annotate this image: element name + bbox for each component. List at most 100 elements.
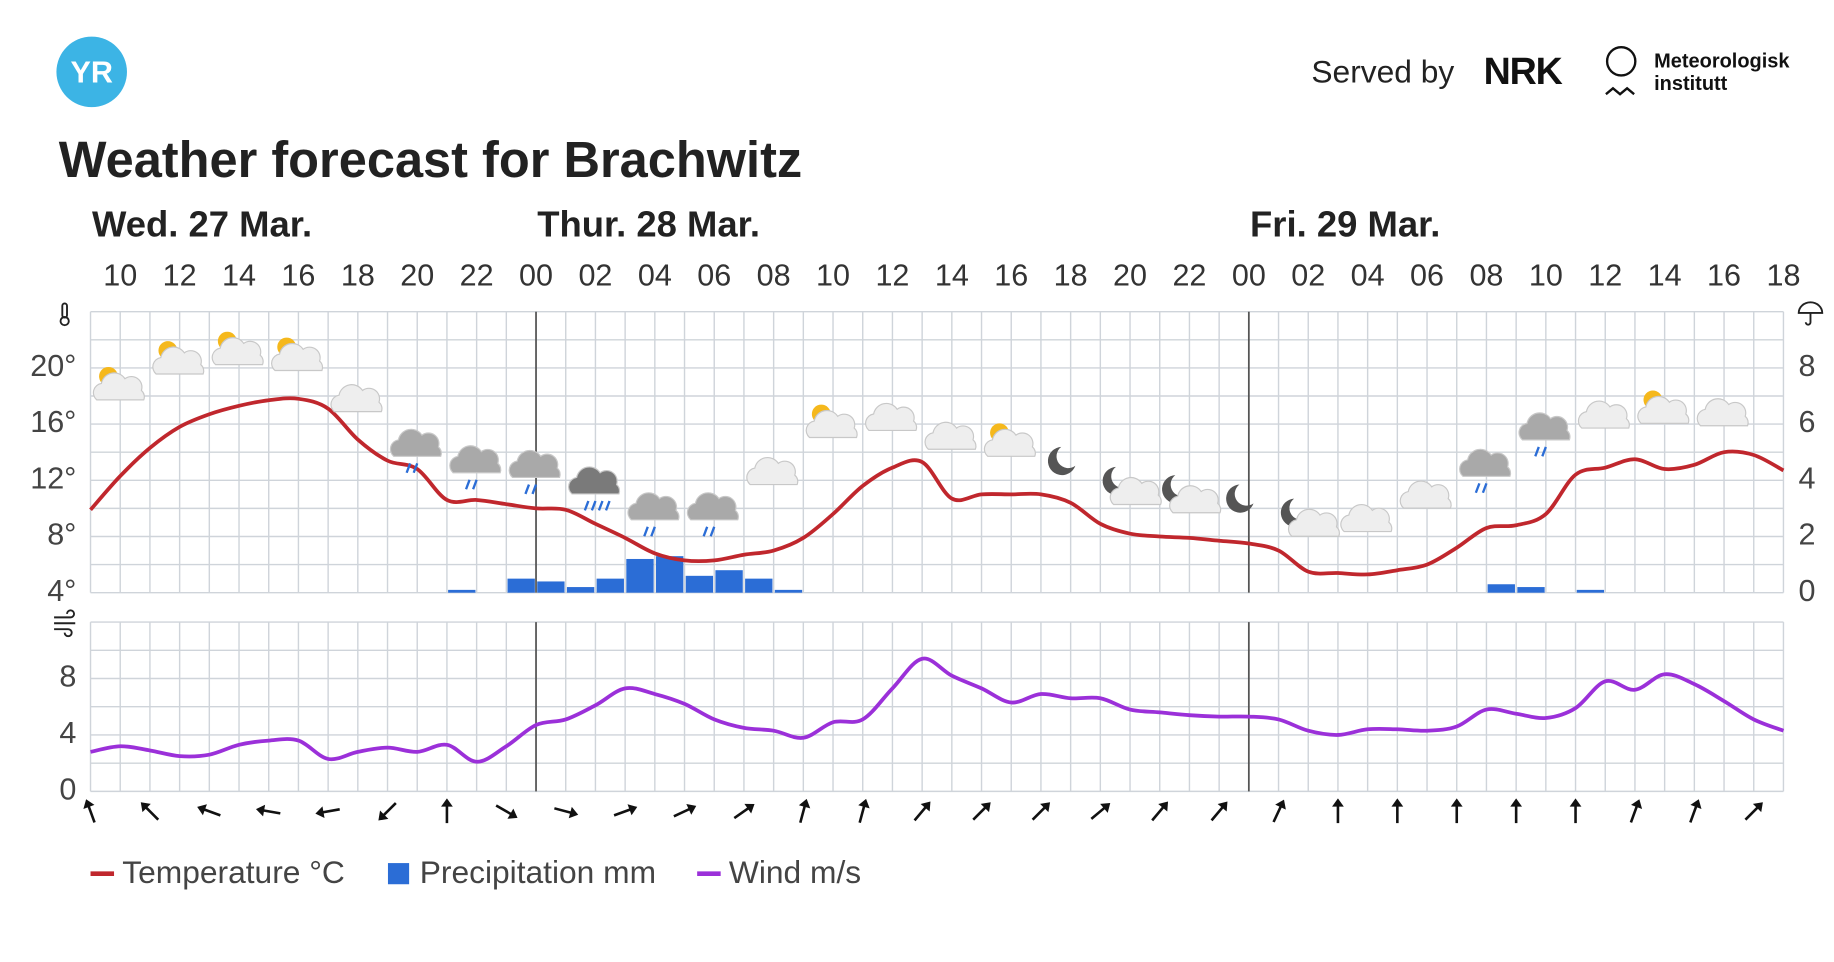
arrow-head bbox=[1631, 799, 1643, 809]
weather-icon bbox=[805, 404, 858, 439]
wind-arrow bbox=[495, 804, 518, 819]
moon bbox=[1162, 475, 1190, 504]
wind-arrow bbox=[1090, 803, 1111, 820]
wind-arrow bbox=[1391, 798, 1404, 824]
arrow-head bbox=[686, 804, 697, 815]
x-tick-label: 10 bbox=[103, 259, 137, 293]
wind-arrow bbox=[1031, 802, 1051, 821]
wind-arrow bbox=[554, 806, 579, 819]
y2-tick-label: 8 bbox=[1798, 349, 1815, 383]
weather-icon bbox=[1518, 412, 1571, 457]
precip-bar bbox=[596, 578, 624, 593]
x-tick-label: 14 bbox=[222, 259, 256, 293]
precip-bar bbox=[715, 570, 743, 593]
raindrop bbox=[412, 462, 419, 474]
cloud bbox=[983, 428, 1036, 457]
wind-arrow bbox=[1332, 798, 1344, 824]
cloud bbox=[508, 449, 561, 479]
wind-arrow bbox=[913, 801, 931, 822]
arrow-head bbox=[83, 799, 95, 809]
raindrop bbox=[597, 500, 604, 511]
raindrop bbox=[1474, 482, 1481, 494]
x-tick-label: 18 bbox=[341, 259, 375, 293]
weather-icon bbox=[924, 421, 977, 450]
arrow-head bbox=[1752, 802, 1763, 813]
y2-tick-label: 0 bbox=[1798, 574, 1815, 608]
weather-icon bbox=[1399, 480, 1452, 509]
arrow-head bbox=[197, 804, 207, 816]
x-tick-label: 04 bbox=[1351, 259, 1385, 293]
raindrop bbox=[702, 526, 709, 537]
arrow-head bbox=[798, 798, 811, 809]
arrow-head bbox=[980, 802, 991, 813]
moon bbox=[1047, 446, 1076, 476]
weather-icon bbox=[152, 341, 205, 375]
cloud bbox=[627, 492, 680, 521]
arrow-head bbox=[140, 802, 151, 813]
wind-arrow bbox=[1744, 802, 1763, 821]
x-tick-label: 08 bbox=[757, 259, 791, 293]
weather-icon bbox=[1162, 475, 1222, 514]
cloud bbox=[1340, 504, 1393, 533]
met-logo bbox=[1605, 46, 1637, 77]
arrow-head bbox=[1450, 798, 1463, 807]
day-label: Wed. 27 Mar. bbox=[92, 204, 312, 245]
raindrop bbox=[590, 500, 597, 511]
cloud bbox=[568, 466, 621, 495]
weather-icon bbox=[1102, 466, 1162, 506]
arrow-head bbox=[1100, 803, 1111, 813]
weather-icon bbox=[983, 423, 1036, 457]
x-tick-label: 12 bbox=[1588, 259, 1622, 293]
weather-icon bbox=[449, 445, 502, 490]
weather-icon bbox=[92, 366, 145, 401]
wind-arrow bbox=[613, 804, 638, 817]
x-tick-label: 08 bbox=[1469, 259, 1503, 293]
x-tick-label: 06 bbox=[1410, 259, 1444, 293]
y-tick-label: 20° bbox=[30, 349, 76, 383]
wind-arrow bbox=[197, 804, 221, 817]
wind-arrow bbox=[255, 804, 281, 817]
precip-bar bbox=[566, 587, 595, 593]
x-tick-label: 18 bbox=[1054, 259, 1088, 293]
yr-logo bbox=[56, 36, 127, 108]
raindrop bbox=[709, 526, 716, 537]
arrow-head bbox=[920, 801, 931, 812]
weather-icon bbox=[389, 428, 442, 474]
y-tick-label: 12° bbox=[30, 461, 76, 495]
arrow-head bbox=[1275, 799, 1286, 810]
x-tick-label: 16 bbox=[994, 259, 1028, 293]
x-tick-label: 20 bbox=[400, 259, 434, 293]
weather-icon bbox=[627, 492, 680, 537]
precip-bar bbox=[1576, 589, 1605, 593]
weather-icon bbox=[1340, 504, 1393, 533]
wind-arrow bbox=[673, 804, 697, 818]
thermometer-icon bbox=[59, 302, 70, 327]
wind-arrow bbox=[441, 798, 453, 824]
weather-icon bbox=[1696, 398, 1749, 427]
raindrop bbox=[1481, 482, 1488, 494]
x-tick-label: 10 bbox=[1529, 259, 1563, 293]
y2-tick-label: 6 bbox=[1798, 405, 1815, 439]
day-label: Fri. 29 Mar. bbox=[1250, 204, 1440, 245]
wind-arrow bbox=[140, 802, 160, 821]
raindrop bbox=[1534, 446, 1540, 457]
raindrop bbox=[524, 484, 531, 495]
legend-label: Temperature °C bbox=[122, 854, 345, 890]
cloud bbox=[1399, 480, 1452, 509]
weather-icon bbox=[1459, 448, 1512, 494]
weather-icon bbox=[568, 466, 621, 511]
cloud bbox=[92, 372, 145, 401]
arrow-head bbox=[1040, 802, 1051, 813]
arrow-head bbox=[627, 804, 638, 816]
y-tick-label: 0 bbox=[59, 772, 76, 806]
x-tick-label: 12 bbox=[875, 259, 909, 293]
x-tick-label: 14 bbox=[1648, 259, 1682, 293]
cloud bbox=[1696, 398, 1749, 427]
cloud bbox=[1459, 448, 1512, 477]
arrow-head bbox=[1158, 801, 1169, 812]
x-tick-label: 14 bbox=[935, 259, 969, 293]
x-tick-label: 02 bbox=[578, 259, 612, 293]
arrow-head bbox=[507, 808, 518, 819]
arrow-head bbox=[1569, 798, 1582, 807]
cloud bbox=[1287, 508, 1340, 537]
